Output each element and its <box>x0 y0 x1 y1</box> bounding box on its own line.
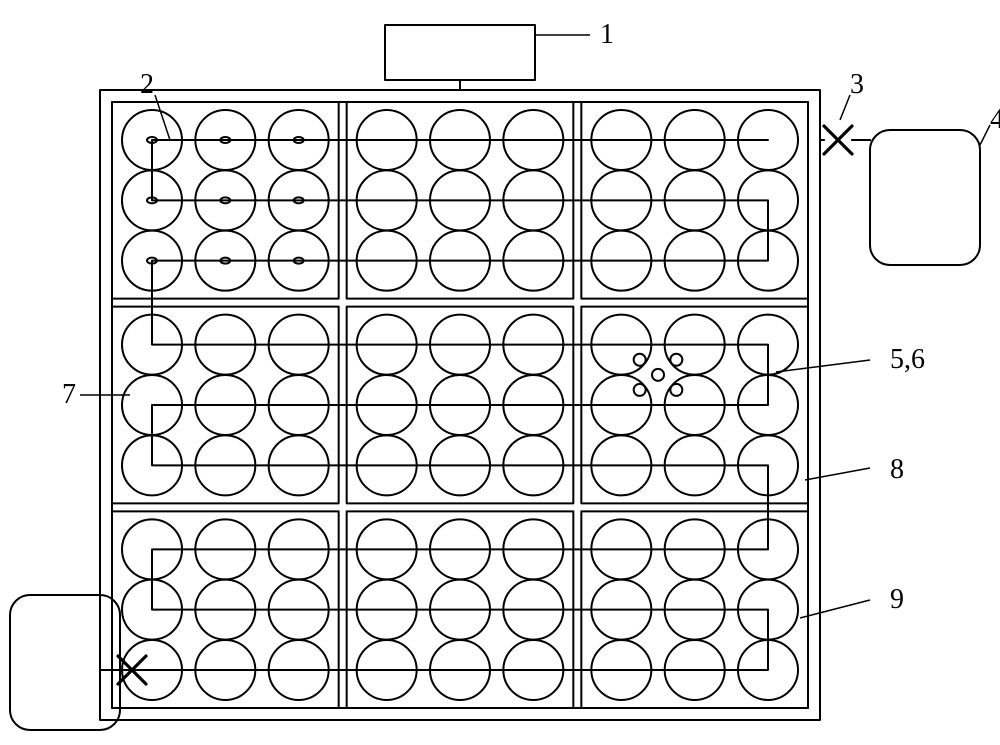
callout-number: 3 <box>850 69 864 100</box>
callout-number: 7 <box>62 379 76 410</box>
callout-number: 1 <box>600 19 614 50</box>
callout-number: 9 <box>890 584 904 615</box>
callout-number: 5,6 <box>890 344 925 375</box>
labels-layer: 1 2 3 4 5,6 7 8 9 <box>0 0 1000 745</box>
callout-number: 2 <box>140 69 154 100</box>
callout-number: 8 <box>890 454 904 485</box>
callout-number: 4 <box>990 104 1000 135</box>
